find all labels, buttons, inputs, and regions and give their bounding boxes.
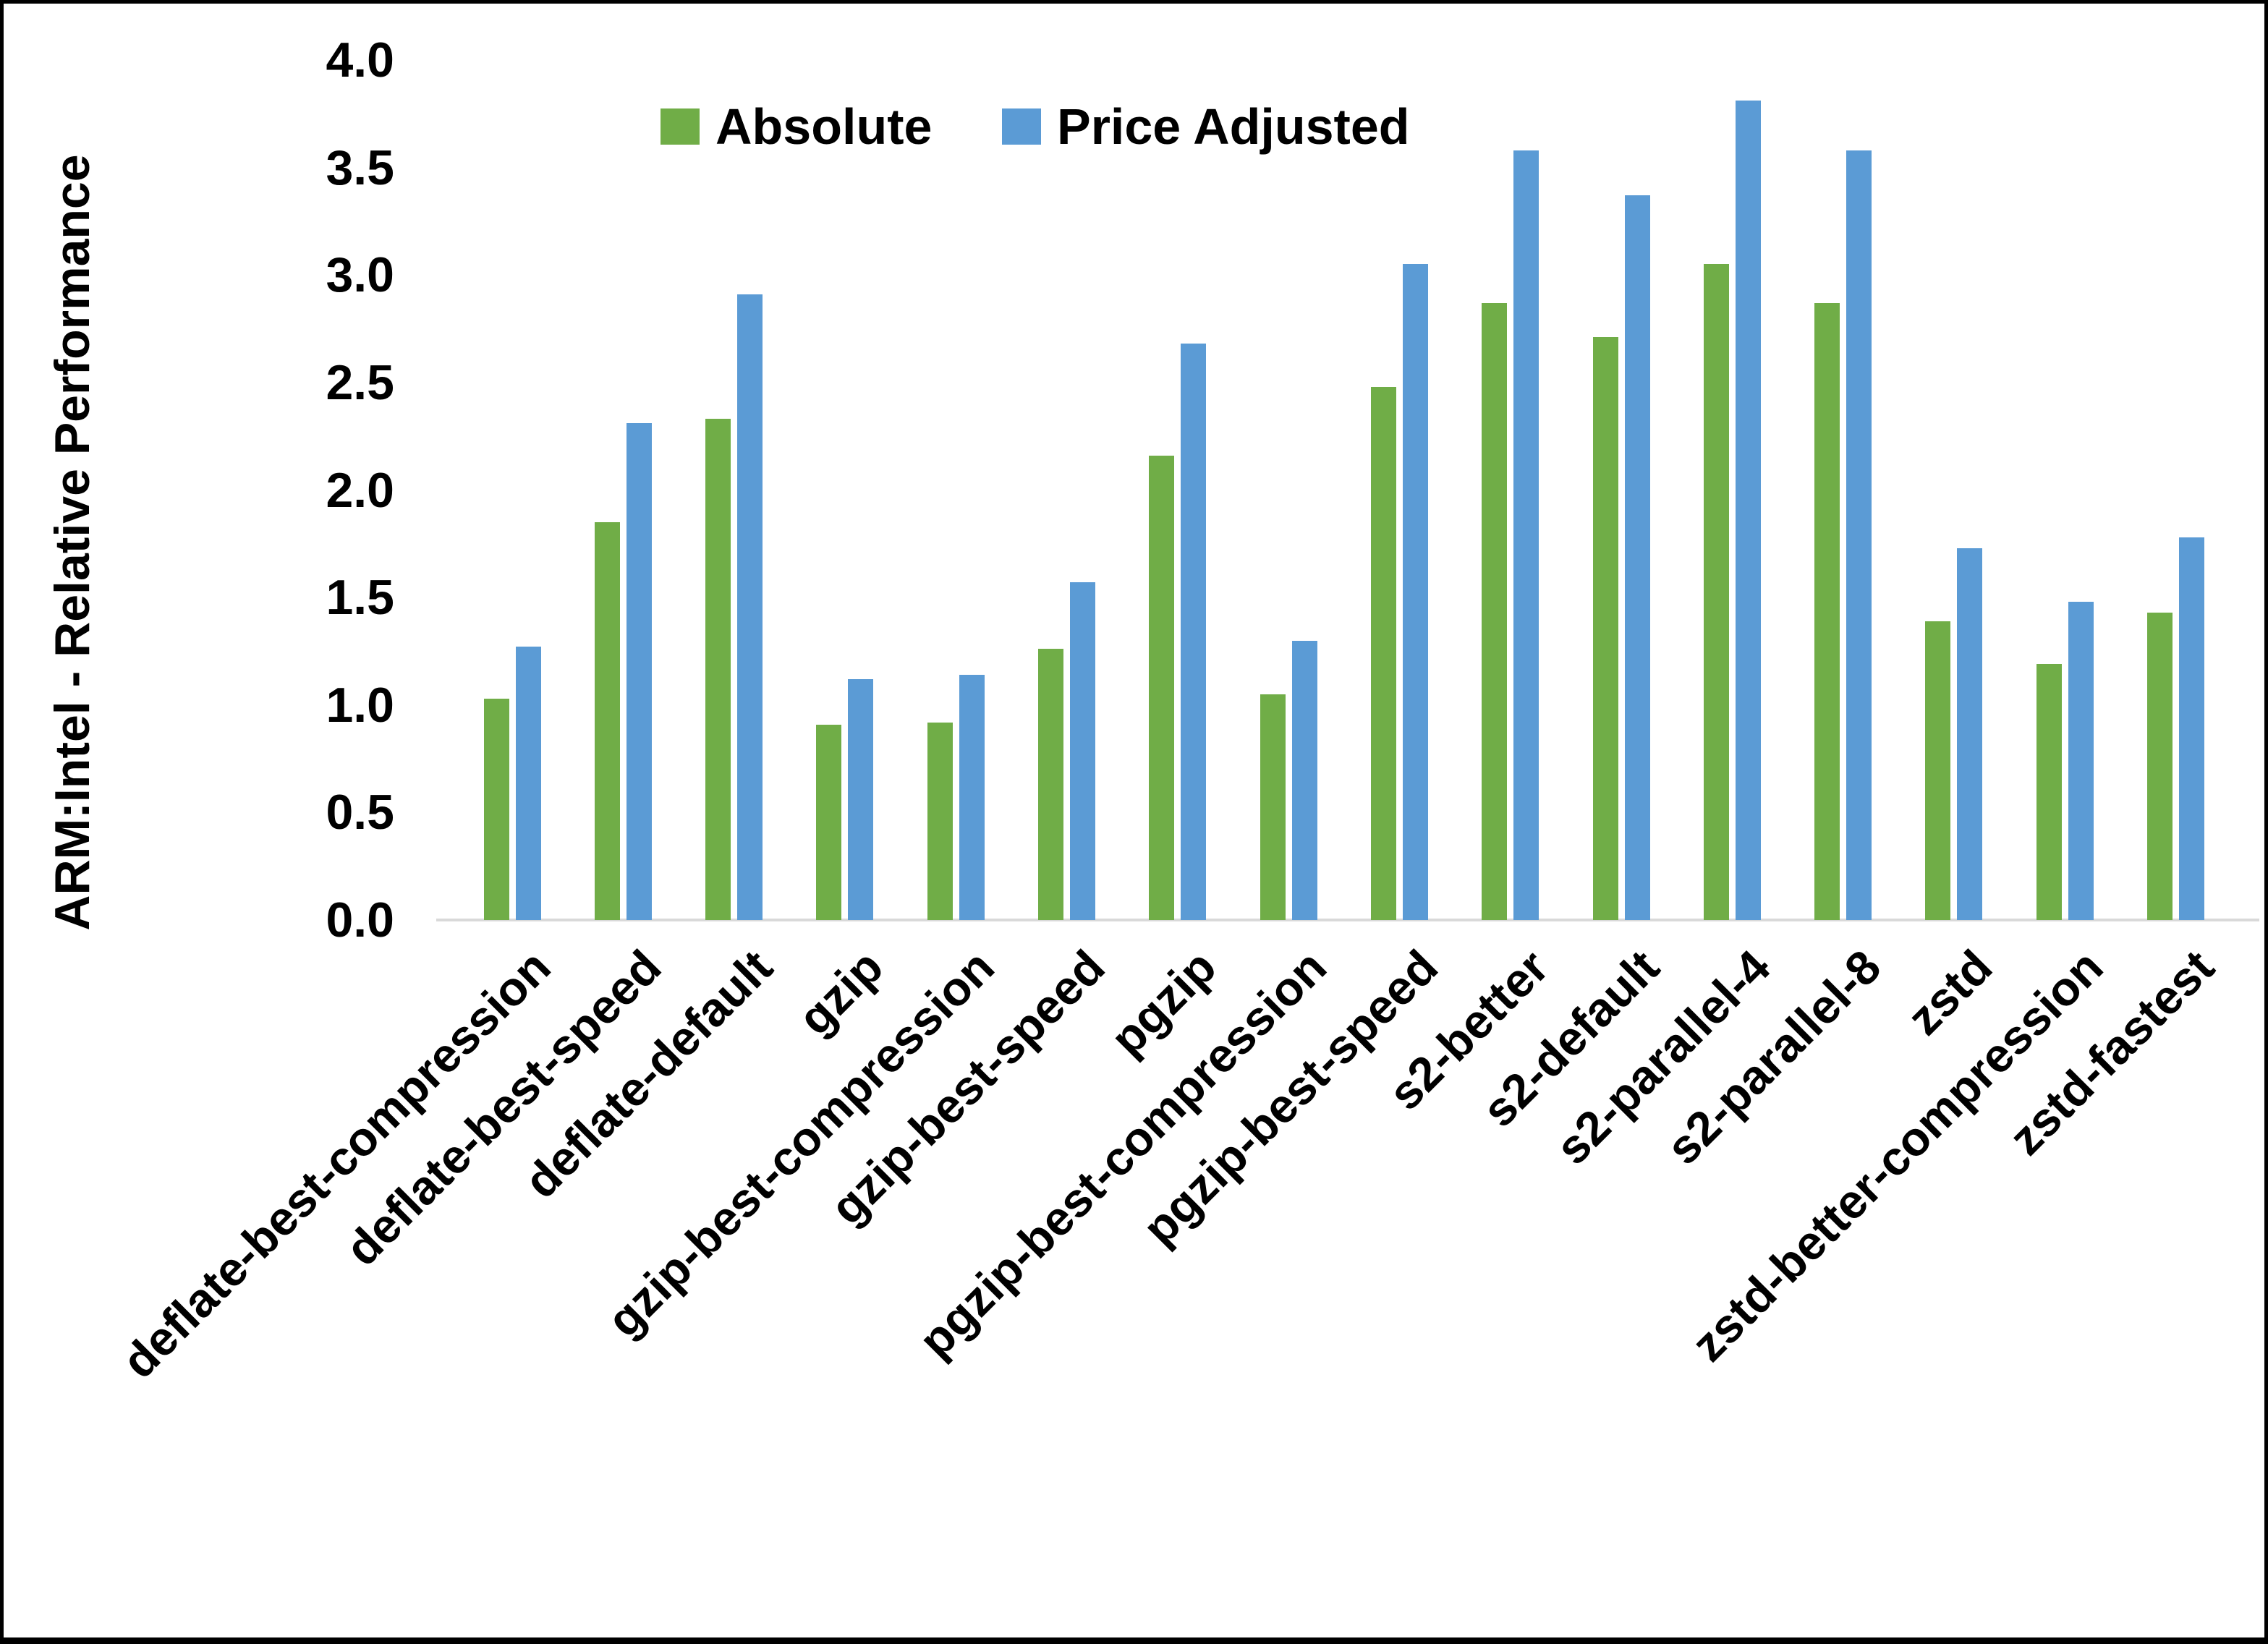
bar-absolute-s2-parallel-4 bbox=[1703, 264, 1729, 920]
x-category-label-deflate-best-compression: deflate-best-compression bbox=[111, 940, 561, 1389]
bar-price-adjusted-s2-better bbox=[1513, 150, 1539, 920]
bar-price-adjusted-pgzip-best-compression bbox=[1291, 641, 1317, 920]
legend-label-price-adjusted: Price Adjusted bbox=[1057, 98, 1410, 155]
bar-price-adjusted-gzip-best-compression bbox=[959, 675, 985, 920]
y-axis-title: ARM:Intel - Relative Performance bbox=[45, 154, 100, 931]
y-tick-label-0.0: 0.0 bbox=[326, 893, 394, 947]
y-tick-label-1.5: 1.5 bbox=[326, 570, 394, 626]
bar-price-adjusted-deflate-best-speed bbox=[626, 423, 652, 920]
bar-absolute-deflate-best-speed bbox=[594, 522, 620, 920]
bar-price-adjusted-gzip bbox=[848, 679, 874, 920]
bar-price-adjusted-s2-default bbox=[1624, 195, 1650, 920]
bar-absolute-zstd-better-compression bbox=[2036, 664, 2062, 920]
bar-price-adjusted-pgzip-best-speed bbox=[1402, 264, 1428, 920]
legend-item-price-adjusted: Price Adjusted bbox=[1002, 98, 1410, 156]
bar-price-adjusted-zstd bbox=[1957, 548, 1983, 920]
bar-absolute-pgzip bbox=[1149, 456, 1175, 920]
bar-absolute-pgzip-best-compression bbox=[1260, 694, 1286, 920]
bar-absolute-zstd bbox=[1925, 621, 1951, 920]
bar-price-adjusted-deflate-default bbox=[737, 294, 763, 920]
bar-price-adjusted-zstd-fastest bbox=[2179, 537, 2204, 920]
bar-price-adjusted-s2-parallel-8 bbox=[1846, 150, 1872, 920]
y-tick-label-2.0: 2.0 bbox=[326, 462, 394, 518]
bar-price-adjusted-s2-parallel-4 bbox=[1735, 101, 1761, 920]
y-tick-label-4.0: 4.0 bbox=[326, 33, 394, 88]
bar-absolute-deflate-best-compression bbox=[483, 699, 509, 920]
legend-label-absolute: Absolute bbox=[715, 98, 933, 155]
bar-absolute-gzip-best-compression bbox=[927, 723, 953, 920]
y-tick-label-3.5: 3.5 bbox=[326, 140, 394, 195]
y-tick-label-2.5: 2.5 bbox=[326, 354, 394, 410]
bar-absolute-s2-parallel-8 bbox=[1814, 303, 1840, 920]
legend-item-absolute: Absolute bbox=[661, 98, 932, 156]
legend-swatch-price-adjusted-icon bbox=[1002, 108, 1041, 145]
bar-absolute-s2-better bbox=[1482, 303, 1508, 920]
bar-price-adjusted-gzip-best-speed bbox=[1070, 582, 1095, 920]
legend-swatch-absolute-icon bbox=[661, 108, 700, 145]
y-tick-label-0.5: 0.5 bbox=[326, 785, 394, 840]
x-axis-baseline bbox=[436, 919, 2259, 921]
bar-price-adjusted-deflate-best-compression bbox=[515, 647, 541, 920]
bar-absolute-pgzip-best-speed bbox=[1370, 387, 1396, 920]
bar-absolute-gzip-best-speed bbox=[1038, 649, 1063, 920]
bar-price-adjusted-zstd-better-compression bbox=[2068, 602, 2094, 920]
bar-price-adjusted-pgzip bbox=[1181, 344, 1207, 920]
y-tick-label-1.0: 1.0 bbox=[326, 677, 394, 733]
bar-absolute-zstd-fastest bbox=[2147, 613, 2173, 920]
bar-absolute-gzip bbox=[816, 725, 842, 920]
bar-absolute-s2-default bbox=[1592, 337, 1618, 920]
y-tick-label-3.0: 3.0 bbox=[326, 247, 394, 303]
bar-absolute-deflate-default bbox=[705, 419, 731, 920]
